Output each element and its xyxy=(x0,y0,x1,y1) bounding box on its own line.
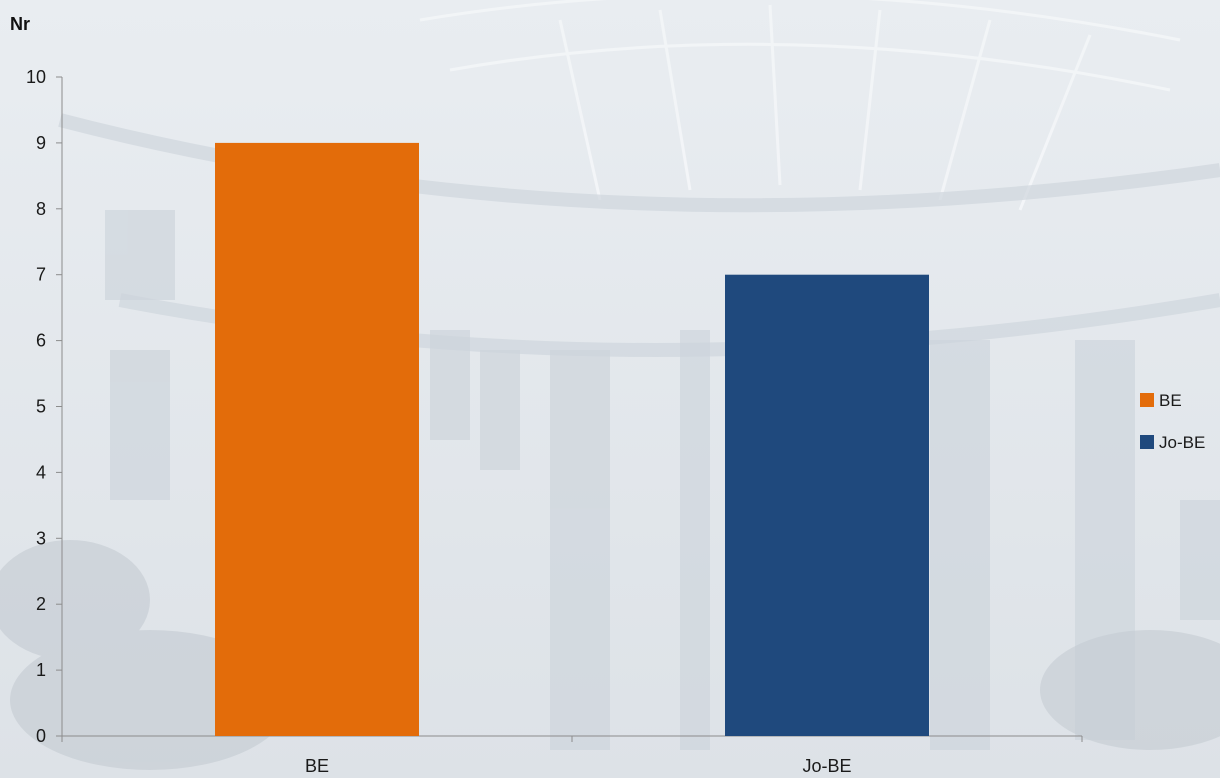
y-tick-label: 6 xyxy=(36,331,46,351)
y-tick-label: 3 xyxy=(36,528,46,548)
y-tick-label: 7 xyxy=(36,265,46,285)
legend-label: BE xyxy=(1159,391,1182,410)
x-axis-labels: BE Jo-BE xyxy=(305,756,852,776)
x-category-label: Jo-BE xyxy=(802,756,851,776)
y-tick-label: 8 xyxy=(36,199,46,219)
y-tick-label: 9 xyxy=(36,133,46,153)
y-tick-label: 1 xyxy=(36,660,46,680)
bar xyxy=(725,274,929,736)
y-tick-label: 2 xyxy=(36,594,46,614)
x-axis-ticks xyxy=(61,736,1083,742)
legend: BE Jo-BE xyxy=(1140,391,1205,452)
y-tick-label: 4 xyxy=(36,462,46,482)
legend-swatch xyxy=(1140,393,1154,407)
legend-label: Jo-BE xyxy=(1159,433,1205,452)
y-axis-unit-label: Nr xyxy=(10,14,30,34)
x-category-label: BE xyxy=(305,756,329,776)
y-tick-label: 0 xyxy=(36,726,46,746)
legend-swatch xyxy=(1140,435,1154,449)
y-tick-label: 10 xyxy=(26,67,46,87)
y-tick-label: 5 xyxy=(36,397,46,417)
bar xyxy=(215,142,419,736)
y-axis-ticks: 0 1 2 3 4 5 6 7 8 9 10 xyxy=(26,67,62,746)
bars-group xyxy=(215,142,929,736)
